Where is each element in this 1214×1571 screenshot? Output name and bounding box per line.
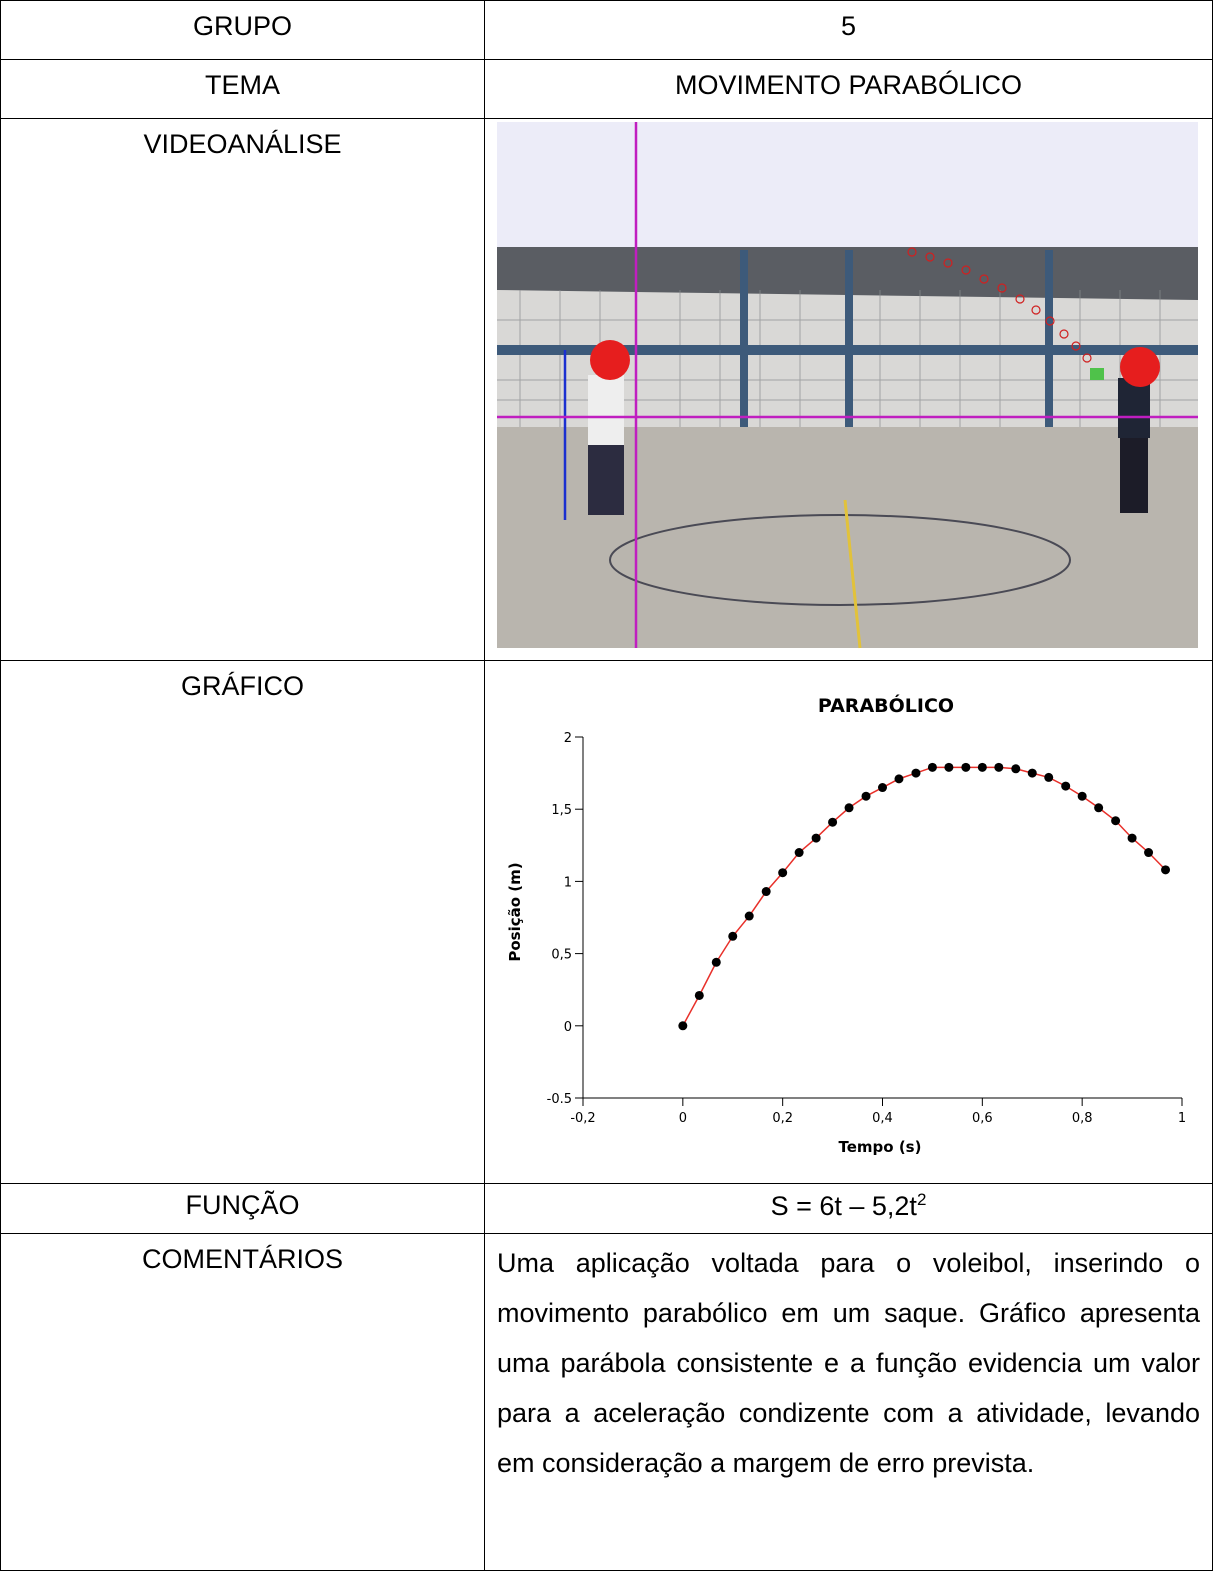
- x-tick-label: 0: [679, 1111, 687, 1126]
- point: [1144, 848, 1153, 857]
- page: GRUPO5 TEMAMOVIMENTO PARABÓLICO VIDEOANÁ…: [0, 0, 1214, 1571]
- point: [928, 763, 937, 772]
- point: [1061, 782, 1070, 791]
- point: [1044, 773, 1053, 782]
- y-tick-label: 1,5: [551, 803, 572, 818]
- x-tick-label: 0,6: [972, 1111, 993, 1126]
- point: [695, 991, 704, 1000]
- point: [812, 834, 821, 843]
- x-tick-label: 1: [1178, 1111, 1186, 1126]
- point: [911, 769, 920, 778]
- x-tick-label: 0,8: [1072, 1111, 1093, 1126]
- point: [944, 763, 953, 772]
- point: [795, 848, 804, 857]
- point: [1128, 834, 1137, 843]
- point: [1161, 865, 1170, 874]
- point: [828, 818, 837, 827]
- point: [1011, 764, 1020, 773]
- point: [1028, 769, 1037, 778]
- chart-background: [497, 667, 1195, 1175]
- point: [778, 868, 787, 877]
- point: [678, 1021, 687, 1030]
- point: [878, 783, 887, 792]
- y-tick-label: 0: [564, 1020, 572, 1035]
- point: [994, 763, 1003, 772]
- point: [961, 763, 970, 772]
- x-tick-label: 0,2: [772, 1111, 793, 1126]
- point: [862, 792, 871, 801]
- video-frame: [497, 122, 1198, 648]
- y-tick-label: 1: [564, 875, 572, 890]
- x-tick-label: -0,2: [570, 1111, 595, 1126]
- point: [762, 887, 771, 896]
- point: [894, 774, 903, 783]
- overlay: PARABÓLICO Tempo (s) Posição (m) -0.5 0 0,…: [0, 0, 1214, 1571]
- point: [1111, 816, 1120, 825]
- y-tick-label: 0,5: [551, 948, 572, 963]
- point: [978, 763, 987, 772]
- y-tick-label: 2: [564, 731, 572, 746]
- chart-title: PARABÓLICO: [818, 693, 954, 717]
- y-axis-title: Posição (m): [506, 862, 524, 961]
- y-tick-label: -0.5: [547, 1092, 572, 1107]
- point: [712, 958, 721, 967]
- point: [745, 912, 754, 921]
- point: [1078, 792, 1087, 801]
- x-axis-title: Tempo (s): [839, 1138, 922, 1156]
- point: [845, 803, 854, 812]
- point: [728, 932, 737, 941]
- point: [1094, 803, 1103, 812]
- x-tick-label: 0,4: [872, 1111, 893, 1126]
